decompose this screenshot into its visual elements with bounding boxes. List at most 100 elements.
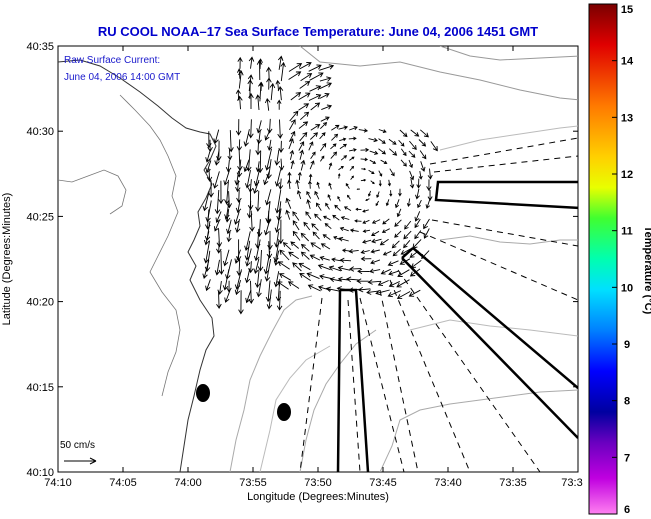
map-layer	[58, 46, 578, 472]
current-vector	[337, 196, 341, 202]
current-vector	[308, 141, 314, 151]
current-vector	[399, 258, 411, 265]
current-vector	[279, 249, 290, 261]
current-vector	[254, 270, 261, 289]
current-vector	[382, 250, 392, 256]
current-vector	[278, 140, 284, 153]
current-vector	[319, 274, 332, 280]
current-vector	[276, 281, 289, 290]
current-vector	[339, 257, 352, 263]
current-vector	[320, 116, 330, 122]
coastline	[58, 59, 217, 472]
current-vector	[320, 243, 331, 250]
current-vectors	[202, 55, 438, 315]
bathy-contour-4	[299, 329, 377, 472]
current-vector	[360, 147, 370, 152]
shipping-lane-southeast	[401, 247, 578, 439]
current-vector	[426, 179, 432, 192]
current-vector	[224, 290, 231, 303]
current-vector	[340, 216, 350, 221]
current-vector	[338, 236, 349, 242]
current-vector	[235, 180, 241, 193]
current-vector	[299, 80, 311, 89]
current-vector	[269, 82, 276, 101]
current-vector	[400, 248, 412, 255]
current-vector	[310, 242, 322, 250]
current-vector	[365, 198, 370, 201]
current-vector	[303, 221, 311, 231]
current-vector	[267, 230, 273, 251]
current-vector	[338, 125, 349, 130]
current-vector	[263, 219, 271, 236]
current-vector	[287, 281, 300, 289]
x-tick-label: 73:45	[369, 477, 397, 489]
current-vector	[299, 149, 305, 160]
y-axis-ticks: 40:35 40:30 40:25 40:20 40:15 40:10	[26, 41, 578, 479]
colorbar-tick-label: 6	[624, 504, 630, 516]
current-vector	[234, 279, 242, 296]
current-vector	[418, 171, 423, 180]
current-vector	[375, 289, 390, 296]
current-vector	[309, 132, 319, 140]
current-vector	[317, 285, 332, 291]
current-vector	[212, 171, 220, 189]
annotation-line-1: Raw Surface Current:	[64, 55, 160, 66]
current-vector	[274, 149, 280, 166]
scale-label: 50 cm/s	[60, 440, 95, 451]
current-vector	[214, 149, 220, 166]
current-vector	[309, 254, 321, 261]
current-vector	[354, 219, 362, 223]
current-vector	[319, 82, 332, 90]
current-vector	[414, 218, 421, 229]
scale-arrow	[64, 457, 97, 465]
current-vector	[266, 77, 272, 90]
current-vector	[205, 149, 211, 163]
current-vector	[306, 199, 311, 210]
current-vector	[298, 141, 305, 151]
current-vector	[277, 86, 284, 101]
current-vector	[314, 190, 320, 200]
current-vector	[238, 290, 244, 315]
current-vector	[224, 179, 230, 205]
current-vector	[361, 167, 367, 171]
current-vector	[356, 188, 361, 191]
current-vector	[224, 200, 230, 220]
current-vector	[282, 242, 292, 251]
current-vector	[340, 155, 348, 161]
current-vector	[264, 129, 271, 141]
current-vector	[288, 251, 299, 260]
current-vector	[381, 228, 390, 234]
current-vector	[416, 178, 421, 189]
current-vector	[389, 168, 395, 177]
colorbar-ticks: 15 14 13 12 11 10 9 8 7 6	[612, 3, 634, 516]
shipping-lane-east	[434, 180, 578, 210]
current-vector	[264, 258, 272, 282]
current-vector	[273, 271, 280, 288]
current-vector	[348, 248, 359, 254]
current-vector	[246, 149, 252, 172]
current-vector	[309, 85, 322, 92]
current-vector	[378, 180, 382, 187]
current-vector	[295, 179, 300, 190]
x-axis-label: Longitude (Degrees:Minutes)	[247, 491, 389, 503]
current-vector	[385, 199, 390, 207]
current-vector	[389, 148, 398, 156]
current-vector	[358, 286, 371, 293]
current-vector	[414, 230, 422, 240]
current-vector	[400, 159, 407, 167]
current-vector	[292, 211, 300, 221]
current-vector	[299, 273, 311, 281]
annotation-line-2: June 04, 2006 14:00 GMT	[64, 72, 180, 83]
current-vector	[234, 219, 241, 234]
current-vector	[362, 239, 372, 244]
current-vector	[256, 59, 263, 81]
current-vector	[227, 149, 233, 161]
current-vector	[223, 170, 230, 186]
current-vector	[287, 179, 292, 189]
current-vector	[243, 159, 250, 173]
current-vector	[216, 240, 222, 254]
current-vector	[388, 138, 397, 145]
current-vector	[202, 260, 210, 279]
current-vector	[245, 289, 252, 304]
